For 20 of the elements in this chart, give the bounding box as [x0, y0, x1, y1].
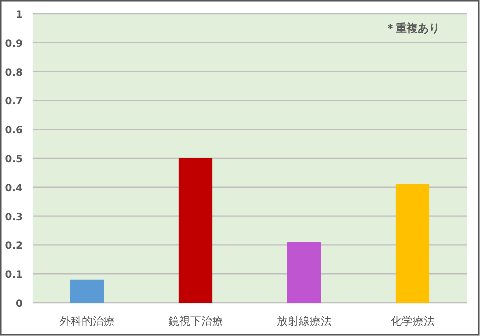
annotation: ＊重複あり	[385, 22, 440, 35]
bar	[287, 242, 322, 303]
x-tick-label: 化学療法	[390, 315, 435, 328]
y-tick-label: 0	[16, 299, 24, 310]
y-tick-label: 1	[16, 10, 24, 21]
y-tick-label: 0.9	[5, 38, 24, 50]
y-tick-label: 0.2	[5, 241, 24, 252]
bar	[396, 184, 430, 303]
x-tick-label: 放射線療法	[276, 315, 332, 328]
x-tick-label: 外科的治療	[60, 315, 115, 328]
y-tick-label: 0.1	[5, 270, 24, 282]
y-tick-label: 0.8	[5, 68, 24, 79]
bar	[70, 280, 104, 303]
y-tick-label: 0.6	[5, 126, 24, 137]
y-tick-label: 0.7	[5, 96, 24, 108]
y-tick-label: 0.3	[5, 212, 24, 224]
x-tick-label: 鏡視下治療	[168, 315, 224, 328]
y-tick-label: 0.5	[5, 154, 24, 166]
y-tick-label: 0.4	[5, 183, 24, 194]
bar	[178, 158, 213, 303]
